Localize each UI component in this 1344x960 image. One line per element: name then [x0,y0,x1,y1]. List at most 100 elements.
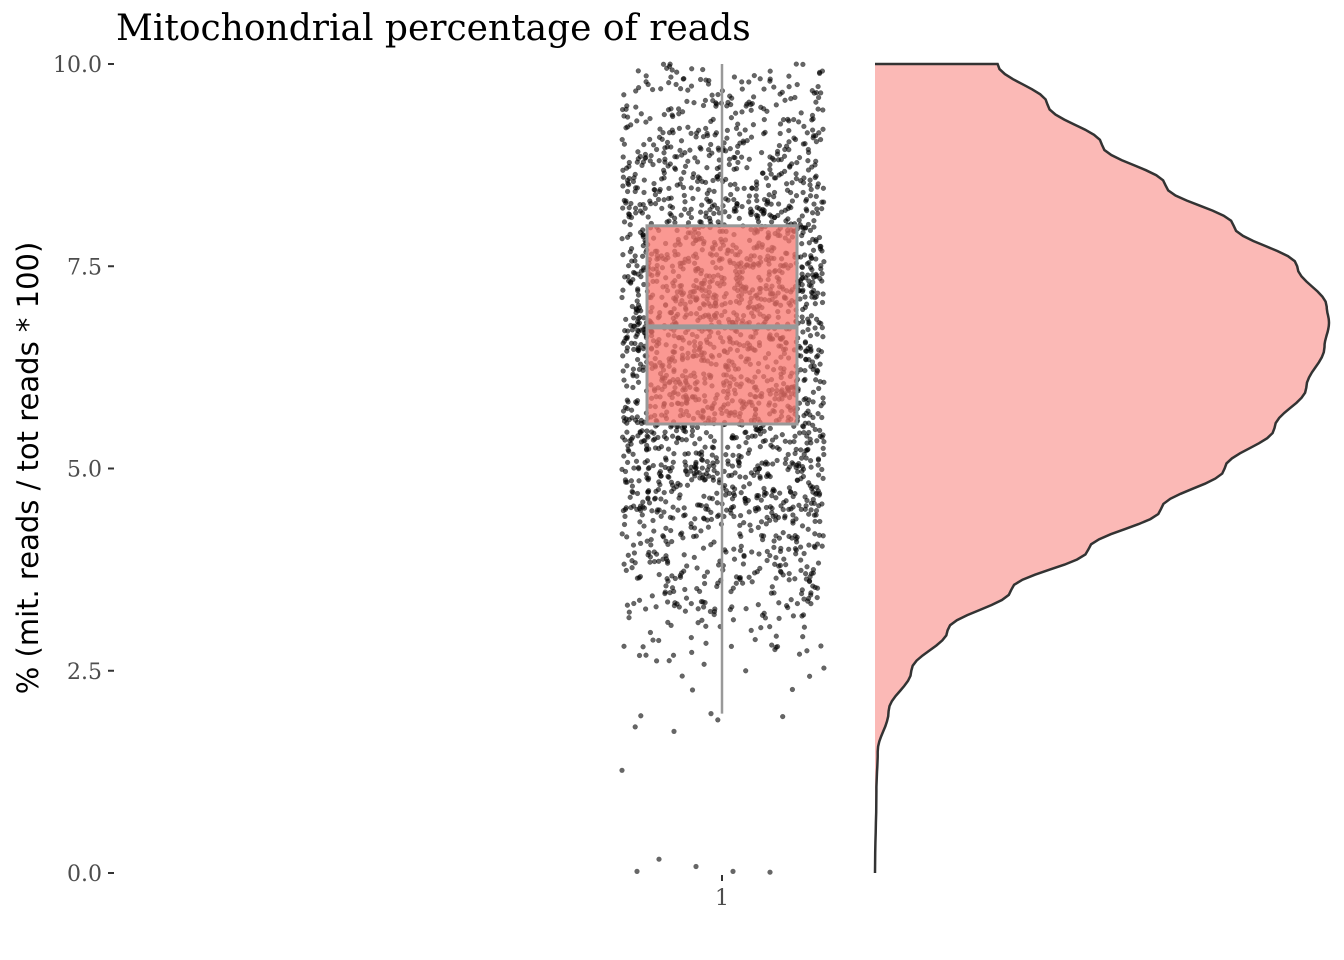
data-point [808,507,814,513]
data-point [682,451,688,457]
data-point [806,542,812,548]
data-point [813,256,819,262]
data-point [629,483,636,489]
data-point [689,477,695,483]
data-point [661,111,667,118]
data-point [744,165,750,171]
data-point [817,518,823,525]
data-point [786,570,792,577]
data-point [709,92,715,98]
data-point [799,523,806,529]
data-point [779,432,785,438]
data-point [805,316,811,322]
data-point [692,155,698,161]
data-point [658,444,665,450]
data-point [809,272,816,278]
half-violin [873,62,1331,874]
data-point [799,232,805,239]
data-point [763,490,769,497]
data-point [640,367,646,374]
data-point [785,451,791,458]
data-point [786,577,792,583]
data-point [729,463,736,469]
data-point [731,513,737,520]
data-point [637,573,644,580]
y-tick-label: 5.0 [67,458,102,483]
data-point [815,462,821,468]
data-point [695,186,701,192]
data-point [772,175,779,181]
data-point [656,188,663,195]
data-point [821,379,827,385]
data-point [728,115,735,121]
data-point [692,516,698,522]
data-point [635,379,642,385]
data-point [666,474,672,480]
data-point [640,201,646,208]
data-point [707,207,713,213]
data-point [756,465,763,472]
data-point [621,561,627,567]
data-point [694,159,701,165]
data-point [656,571,662,578]
data-point [788,597,794,603]
data-point [817,275,823,282]
data-point [743,668,749,674]
data-point [807,227,814,234]
data-point [652,187,658,193]
data-point [786,84,792,90]
data-point [669,538,675,545]
data-point [814,206,820,212]
data-point [690,533,697,540]
data-point [625,328,631,334]
data-point [632,171,638,178]
y-axis-label: % (mit. reads / tot reads * 100) [11,242,45,695]
data-point [806,357,812,363]
data-point [786,139,792,145]
data-point [798,557,804,563]
data-point [706,463,712,469]
data-point [723,196,729,202]
data-point [792,576,798,582]
data-point [811,224,817,230]
data-point [712,606,718,612]
data-point [800,423,806,429]
data-point [785,604,791,611]
data-point [710,445,717,451]
data-point [755,219,762,225]
data-point [624,363,630,369]
data-point [670,652,677,658]
data-point [630,371,636,377]
data-point [791,116,797,123]
data-point [730,617,737,623]
data-point [808,289,815,296]
data-point [620,368,626,374]
data-point [761,428,767,434]
data-point [794,159,800,166]
data-point [680,76,686,82]
data-point [821,439,827,445]
data-point [668,195,674,201]
data-point [768,442,774,448]
data-point [816,385,822,392]
data-point [635,292,642,298]
data-point [682,608,689,614]
data-point [637,229,644,236]
data-point [639,253,646,259]
data-point [736,443,742,450]
data-point [819,199,825,205]
data-point [737,574,743,581]
data-point [761,196,768,203]
data-point [670,515,676,521]
violin-area [875,64,1329,873]
data-point [633,458,640,464]
data-point [658,86,664,92]
data-point [818,349,825,355]
data-point [631,465,637,471]
data-point [749,185,755,191]
data-point [697,436,703,442]
data-point [715,717,721,723]
data-point [655,434,661,441]
data-point [660,130,666,136]
